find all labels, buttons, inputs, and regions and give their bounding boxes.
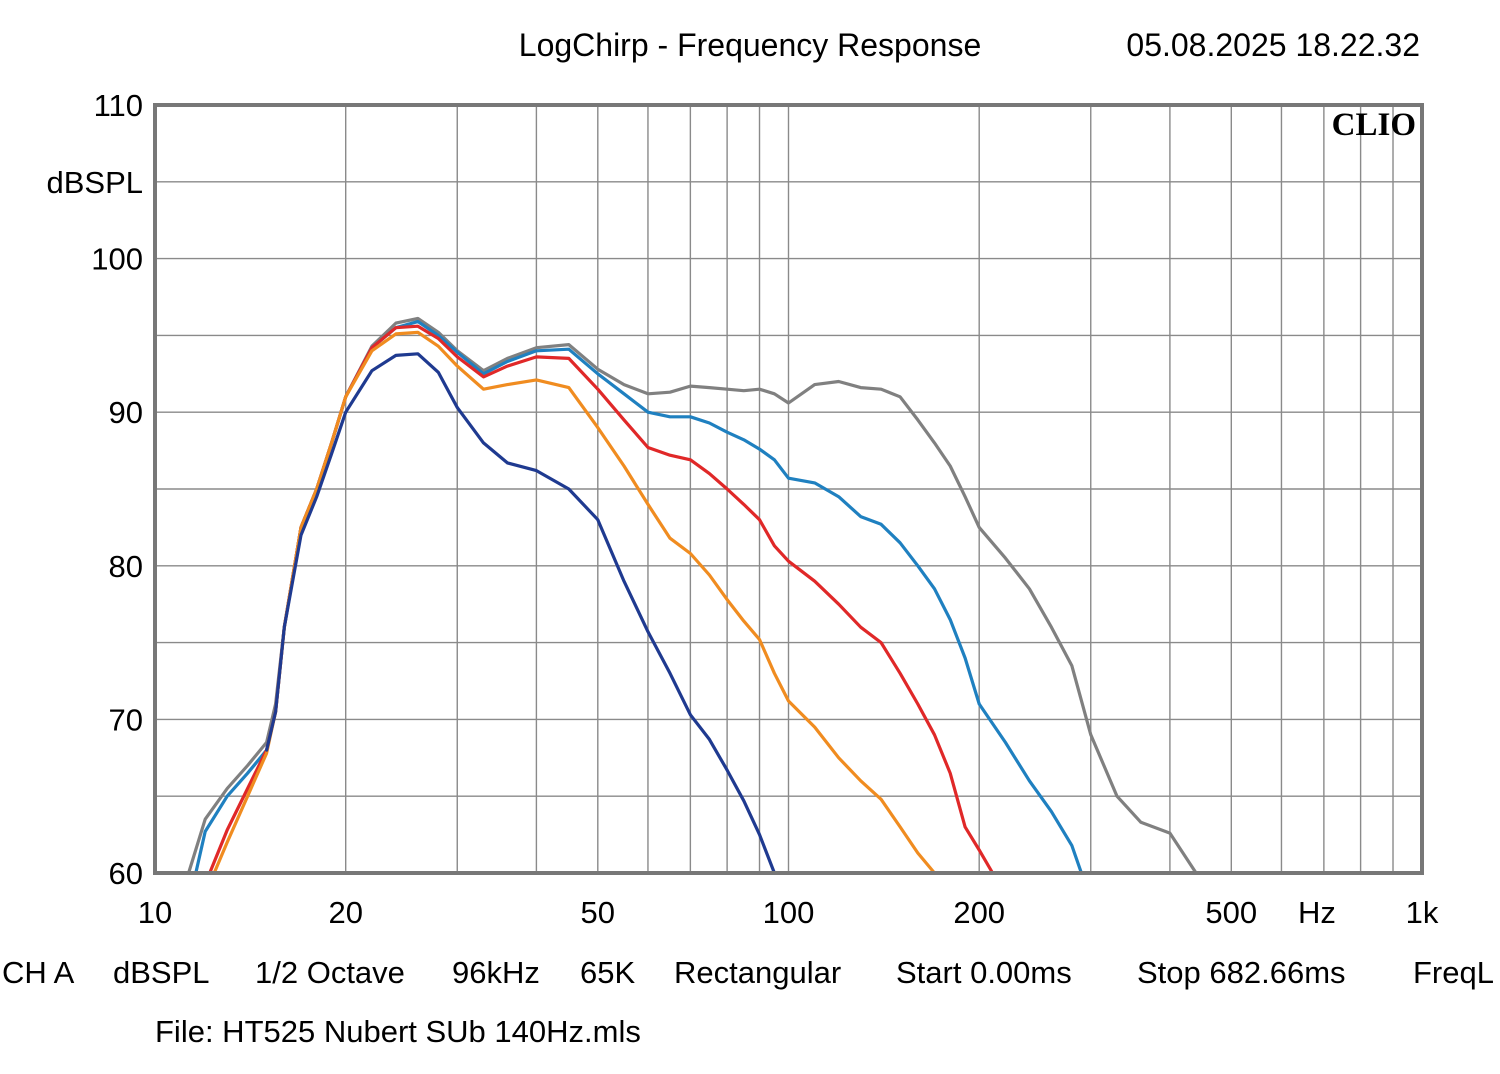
x-axis-ticks: 10 20 50 100 200 500 1k <box>138 895 1439 930</box>
x-tick-label: 50 <box>581 895 615 930</box>
footer-unit: dBSPL <box>113 955 210 990</box>
x-tick-label: 10 <box>138 895 172 930</box>
x-tick-label: 100 <box>763 895 815 930</box>
series-line <box>212 330 937 875</box>
plot-frame <box>153 103 1424 875</box>
y-tick-label: 70 <box>109 702 143 737</box>
footer-sample-rate: 96kHz <box>452 955 540 990</box>
timestamp: 05.08.2025 18.22.32 <box>1126 27 1420 63</box>
y-tick-label: 90 <box>109 395 143 430</box>
clio-logo: CLIO <box>1332 107 1416 143</box>
footer-stop: Stop 682.66ms <box>1137 955 1346 990</box>
footer-smoothing: 1/2 Octave <box>255 955 405 990</box>
x-axis-label: Hz <box>1298 895 1336 930</box>
footer-start: Start 0.00ms <box>896 955 1072 990</box>
y-axis-label: dBSPL <box>46 165 143 200</box>
y-tick-label: 80 <box>109 549 143 584</box>
x-tick-label: 1k <box>1406 895 1439 930</box>
y-tick-label: 100 <box>91 242 143 277</box>
footer-length: 65K <box>580 955 635 990</box>
footer-freq: FreqL <box>1413 955 1494 990</box>
grid <box>155 105 1422 873</box>
footer-window: Rectangular <box>674 955 841 990</box>
series-curves <box>187 316 1198 875</box>
x-tick-label: 20 <box>328 895 362 930</box>
x-tick-label: 500 <box>1205 895 1257 930</box>
series-line <box>265 352 777 875</box>
chart-title: LogChirp - Frequency Response <box>519 27 981 63</box>
footer-channel: CH A <box>2 955 75 990</box>
footer-file: File: HT525 Nubert SUb 140Hz.mls <box>155 1014 641 1049</box>
y-tick-label: 60 <box>109 856 143 891</box>
x-tick-label: 200 <box>953 895 1005 930</box>
y-axis-ticks: 110 100 90 80 70 60 <box>91 88 143 891</box>
y-tick-label: 110 <box>94 88 143 123</box>
